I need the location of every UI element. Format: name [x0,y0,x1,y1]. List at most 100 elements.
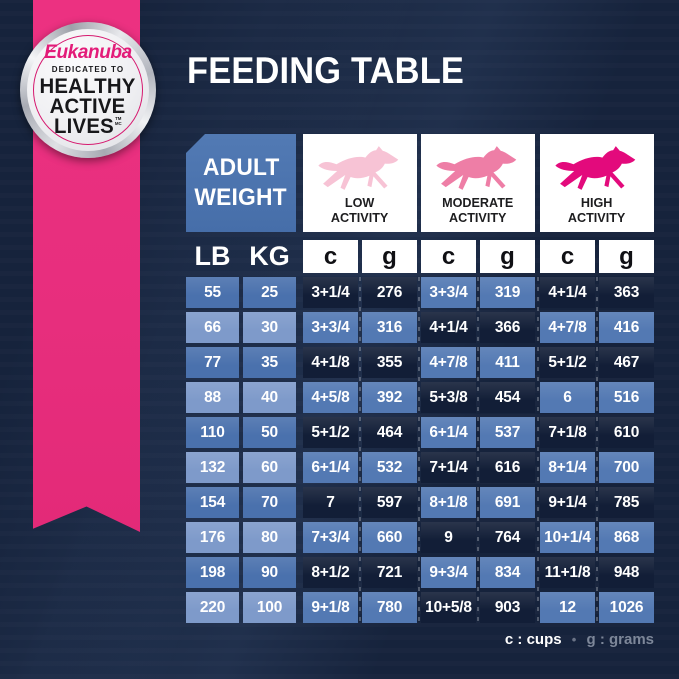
badge-lives: LIVES TM MC [54,115,122,139]
low-cups-cell: 4+1/8 [303,347,358,378]
eukanuba-badge: Eukanuba DEDICATED TO HEALTHY ACTIVE LIV… [20,22,156,158]
high-cups-cell: 6 [540,382,595,413]
moderate-cups-cell: 4+7/8 [421,347,476,378]
moderate-grams-cell: 411 [480,347,535,378]
unit-kg: KG [249,241,290,271]
badge-face: Eukanuba DEDICATED TO HEALTHY ACTIVE LIV… [27,29,149,151]
table-row: 77 35 4+1/8 355 4+7/8 411 5+1/2 467 [186,347,654,378]
low-cups-cell: 7+3/4 [303,522,358,553]
table-row: 55 25 3+1/4 276 3+3/4 319 4+1/4 363 [186,277,654,308]
moderate-grams-cell: 366 [480,312,535,343]
kg-cell: 70 [243,487,296,518]
table-row: 154 70 7 597 8+1/8 691 9+1/4 785 [186,487,654,518]
low-cups-cell: 3+3/4 [303,312,358,343]
kg-cell: 40 [243,382,296,413]
moderate-cups-cell: 9+3/4 [421,557,476,588]
high-activity-header: HIGH ACTIVITY [540,134,654,232]
moderate-grams-cell: 319 [480,277,535,308]
low-grams-cell: 316 [362,312,417,343]
lb-cell: 220 [186,592,239,623]
kg-cell: 35 [243,347,296,378]
low-grams-cell: 721 [362,557,417,588]
legend-cups: c : cups [504,631,562,648]
feeding-table: ADULT WEIGHT LOW ACTIVITY MODERATE ACTIV… [186,134,654,623]
adult-weight-line1: ADULT [202,154,280,181]
badge-text: Eukanuba DEDICATED TO HEALTHY ACTIVE LIV… [38,43,137,137]
moderate-grams-cell: 834 [480,557,535,588]
tm-mark: TM [115,116,122,122]
high-cups-cell: 7+1/8 [540,417,595,448]
low-grams-cell: 355 [362,347,417,378]
lb-cell: 198 [186,557,239,588]
low-cups-cell: 3+1/4 [303,277,358,308]
table-row: 110 50 5+1/2 464 6+1/4 537 7+1/8 610 [186,417,654,448]
high-cups-cell: 4+1/4 [540,277,595,308]
table-row: 220 100 9+1/8 780 10+5/8 903 12 1026 [186,592,654,623]
running-dog-icon-moderate [436,146,517,190]
badge-inner-ring [33,35,143,145]
trademark-marks: TM MC [115,117,122,126]
low-activity-header: LOW ACTIVITY [303,134,417,232]
dashed-separator [596,277,598,623]
high-cups-cell: 5+1/2 [540,347,595,378]
low-grams-cell: 660 [362,522,417,553]
dashed-separator [537,277,539,623]
high-cups-cell: 10+1/4 [540,522,595,553]
unit-grams-low: g [362,240,417,273]
lb-cell: 55 [186,277,239,308]
table-row: 198 90 8+1/2 721 9+3/4 834 11+1/8 948 [186,557,654,588]
table-row: 176 80 7+3/4 660 9 764 10+1/4 868 [186,522,654,553]
badge-active: ACTIVE [50,94,126,118]
legend-grams: g : grams [586,631,654,648]
high-cups-cell: 8+1/4 [540,452,595,483]
kg-cell: 60 [243,452,296,483]
high-grams-cell: 467 [599,347,654,378]
moderate-grams-cell: 616 [480,452,535,483]
high-cups-cell: 12 [540,592,595,623]
high-grams-cell: 700 [599,452,654,483]
low-grams-cell: 392 [362,382,417,413]
badge-tagline: DEDICATED TO [51,64,125,74]
dashed-separator [477,277,479,623]
low-grams-cell: 276 [362,277,417,308]
moderate-grams-cell: 454 [480,382,535,413]
high-grams-cell: 363 [599,277,654,308]
badge-healthy: HEALTHY [39,74,137,98]
badge-lives-word: LIVES [54,115,115,139]
high-grams-cell: 868 [599,522,654,553]
moderate-cups-cell: 3+3/4 [421,277,476,308]
legend: c : cups • g : grams [186,631,654,648]
high-cups-cell: 4+7/8 [540,312,595,343]
moderate-grams-cell: 691 [480,487,535,518]
moderate-grams-cell: 903 [480,592,535,623]
table-row: 88 40 4+5/8 392 5+3/8 454 6 516 [186,382,654,413]
high-grams-cell: 610 [599,417,654,448]
moderate-cups-cell: 5+3/8 [421,382,476,413]
lb-cell: 77 [186,347,239,378]
moderate-cups-cell: 10+5/8 [421,592,476,623]
lb-cell: 110 [186,417,239,448]
units-row: LB KG c g c g c g [186,240,654,273]
kg-cell: 80 [243,522,296,553]
high-grams-cell: 416 [599,312,654,343]
unit-grams-moderate: g [480,240,535,273]
adult-weight-header: ADULT WEIGHT [186,134,296,232]
running-dog-icon-high [555,146,636,190]
unit-cups-moderate: c [421,240,476,273]
unit-cups-low: c [303,240,358,273]
legend-separator: • [571,632,577,647]
high-grams-cell: 1026 [599,592,654,623]
unit-grams-high: g [599,240,654,273]
moderate-cups-cell: 6+1/4 [421,417,476,448]
unit-cups-high: c [540,240,595,273]
high-grams-cell: 516 [599,382,654,413]
low-cups-cell: 8+1/2 [303,557,358,588]
lb-cell: 176 [186,522,239,553]
unit-lb: LB [194,241,231,271]
kg-cell: 25 [243,277,296,308]
running-dog-icon-low [318,146,399,190]
moderate-cups-cell: 8+1/8 [421,487,476,518]
table-header-row: ADULT WEIGHT LOW ACTIVITY MODERATE ACTIV… [186,134,654,232]
moderate-grams-cell: 537 [480,417,535,448]
table-row: 132 60 6+1/4 532 7+1/4 616 8+1/4 700 [186,452,654,483]
